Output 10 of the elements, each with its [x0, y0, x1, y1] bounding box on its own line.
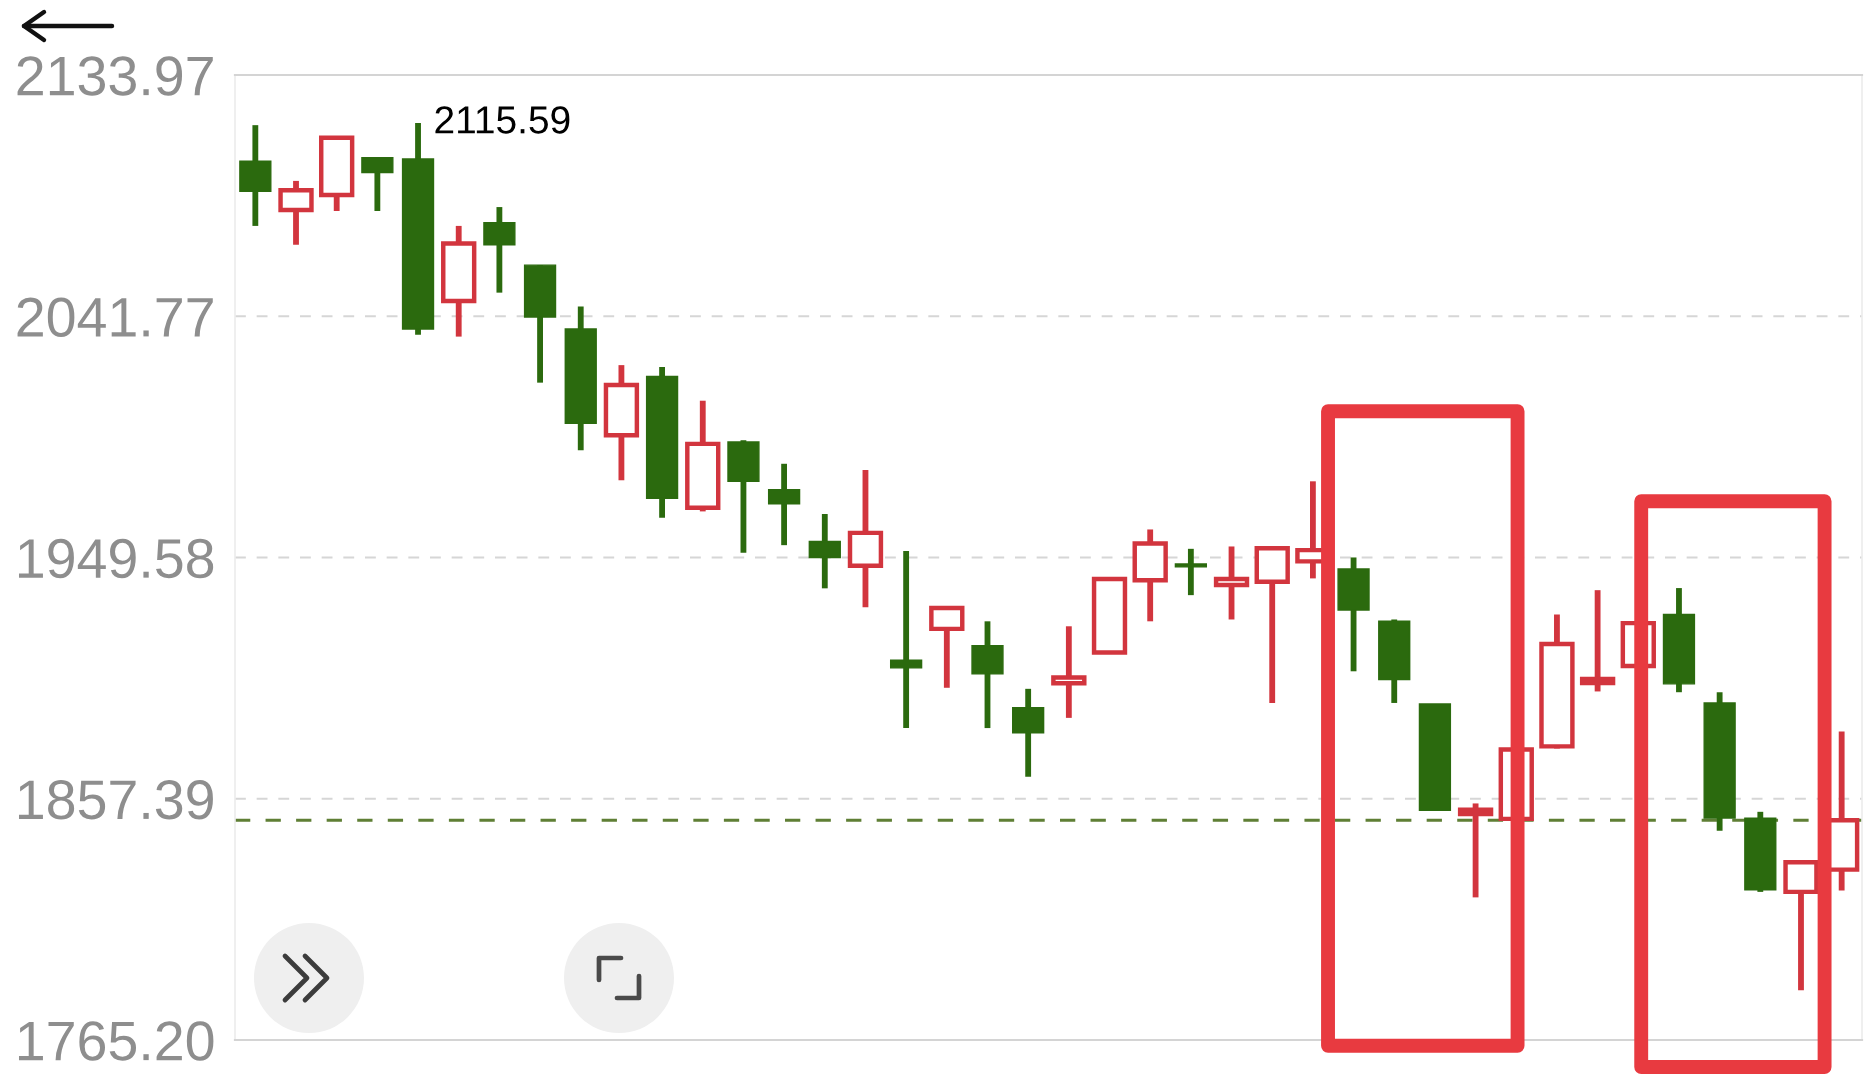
- y-tick-label: 1949.58: [18, 538, 214, 579]
- candlestick: [1051, 626, 1087, 718]
- candlestick: [767, 463, 801, 546]
- annotation: 2115.59: [435, 106, 570, 134]
- y-tick-label: 1765.20: [18, 1021, 214, 1061]
- y-tick-label: 2133.97: [17, 56, 213, 96]
- y-tick-label: 2041.77: [17, 297, 213, 337]
- candlestick: [1174, 548, 1208, 596]
- y-tick-label: 1857.39: [18, 780, 213, 820]
- candlestick: [889, 550, 923, 729]
